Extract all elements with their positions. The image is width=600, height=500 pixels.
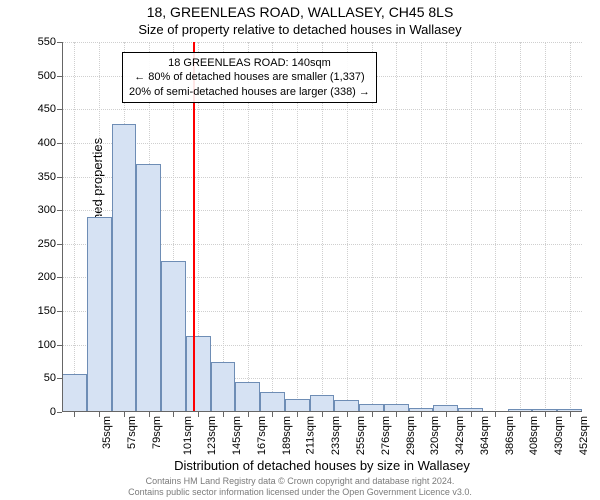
x-tick-label: 386sqm <box>504 416 516 455</box>
subtitle: Size of property relative to detached ho… <box>0 22 600 37</box>
x-tick-mark <box>149 412 150 417</box>
y-tick-label: 150 <box>38 305 62 317</box>
annotation-line-3: 20% of semi-detached houses are larger (… <box>129 85 370 99</box>
histogram-bar <box>87 217 112 412</box>
x-tick-mark <box>124 412 125 417</box>
y-tick-label: 300 <box>38 204 62 216</box>
x-tick-mark <box>272 412 273 417</box>
x-tick-label: 189sqm <box>281 416 293 455</box>
plot-area: 18 GREENLEAS ROAD: 140sqm ← 80% of detac… <box>62 42 582 412</box>
x-tick-label: 57sqm <box>126 416 138 449</box>
histogram-bar <box>235 382 260 412</box>
x-tick-label: 255sqm <box>355 416 367 455</box>
histogram-bar <box>211 362 236 412</box>
x-tick-mark <box>297 412 298 417</box>
x-tick-mark <box>520 412 521 417</box>
histogram-bar <box>62 374 87 412</box>
x-tick-label: 35sqm <box>101 416 113 449</box>
x-tick-mark <box>495 412 496 417</box>
x-axis-label: Distribution of detached houses by size … <box>62 458 582 473</box>
y-tick-label: 50 <box>44 372 62 384</box>
x-tick-label: 364sqm <box>479 416 491 455</box>
x-tick-label: 145sqm <box>231 416 243 455</box>
x-tick-mark <box>198 412 199 417</box>
x-tick-label: 408sqm <box>528 416 540 455</box>
y-tick-label: 100 <box>38 339 62 351</box>
y-tick-label: 500 <box>38 70 62 82</box>
x-tick-label: 79sqm <box>151 416 163 449</box>
x-tick-label: 123sqm <box>207 416 219 455</box>
annotation-line-1: 18 GREENLEAS ROAD: 140sqm <box>129 56 370 70</box>
x-tick-mark <box>248 412 249 417</box>
x-tick-label: 101sqm <box>182 416 194 455</box>
histogram-bar <box>310 395 335 412</box>
y-tick-label: 550 <box>38 36 62 48</box>
annotation-box: 18 GREENLEAS ROAD: 140sqm ← 80% of detac… <box>122 52 377 103</box>
x-tick-label: 298sqm <box>405 416 417 455</box>
main-title: 18, GREENLEAS ROAD, WALLASEY, CH45 8LS <box>0 4 600 20</box>
footer-line-2: Contains public sector information licen… <box>0 487 600 498</box>
x-tick-label: 452sqm <box>578 416 590 455</box>
histogram-bar <box>161 261 186 412</box>
x-tick-mark <box>223 412 224 417</box>
x-tick-label: 430sqm <box>553 416 565 455</box>
x-tick-mark <box>99 412 100 417</box>
attribution-footer: Contains HM Land Registry data © Crown c… <box>0 476 600 498</box>
histogram-bar <box>186 336 211 412</box>
y-tick-label: 0 <box>50 406 62 418</box>
x-tick-label: 167sqm <box>256 416 268 455</box>
x-tick-mark <box>372 412 373 417</box>
annotation-line-2: ← 80% of detached houses are smaller (1,… <box>129 70 370 84</box>
x-tick-mark <box>322 412 323 417</box>
x-tick-label: 320sqm <box>429 416 441 455</box>
y-tick-label: 400 <box>38 137 62 149</box>
y-tick-label: 250 <box>38 238 62 250</box>
y-tick-label: 200 <box>38 271 62 283</box>
histogram-bar <box>112 124 137 412</box>
histogram-bar <box>285 399 310 412</box>
x-tick-mark <box>545 412 546 417</box>
x-tick-mark <box>173 412 174 417</box>
x-tick-label: 233sqm <box>330 416 342 455</box>
x-tick-mark <box>347 412 348 417</box>
x-tick-label: 211sqm <box>305 416 317 454</box>
x-tick-mark <box>471 412 472 417</box>
y-tick-label: 350 <box>38 171 62 183</box>
chart-container: 18, GREENLEAS ROAD, WALLASEY, CH45 8LS S… <box>0 0 600 500</box>
x-tick-label: 276sqm <box>380 416 392 455</box>
x-tick-mark <box>396 412 397 417</box>
x-tick-mark <box>446 412 447 417</box>
x-tick-label: 342sqm <box>454 416 466 455</box>
y-axis-line <box>62 42 63 412</box>
y-tick-label: 450 <box>38 103 62 115</box>
footer-line-1: Contains HM Land Registry data © Crown c… <box>0 476 600 487</box>
x-tick-mark <box>570 412 571 417</box>
x-tick-mark <box>421 412 422 417</box>
x-tick-mark <box>74 412 75 417</box>
histogram-bar <box>260 392 285 412</box>
histogram-bar <box>136 164 161 412</box>
